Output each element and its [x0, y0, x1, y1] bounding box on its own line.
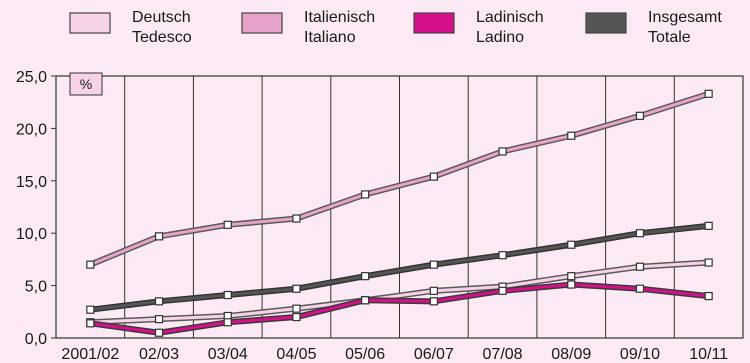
x-tick-label: 09/10 — [620, 346, 660, 363]
x-tick-label: 04/05 — [276, 346, 316, 363]
series-4-point — [223, 290, 232, 300]
series-2-point — [567, 131, 576, 140]
series-1-point — [154, 315, 164, 324]
series-3-line — [88, 283, 711, 335]
series-3-point — [154, 328, 164, 337]
series-3-point — [86, 319, 95, 328]
unit-label: % — [80, 76, 92, 92]
y-tick-label: 20,0 — [16, 121, 47, 138]
legend-label: Insgesamt — [648, 9, 722, 26]
series-2-point — [635, 111, 645, 120]
legend-label: Italienisch — [304, 9, 375, 26]
legend-swatch — [241, 12, 283, 34]
unit-label-background — [69, 72, 103, 96]
series-1-line — [88, 261, 711, 324]
series-4-point — [567, 240, 576, 249]
series-3-point — [429, 297, 438, 306]
legend-swatch — [413, 12, 455, 34]
unit-label-box: % — [69, 72, 103, 96]
legend-label: Ladinisch — [476, 9, 544, 26]
series-3-point — [567, 280, 576, 289]
series-3-point — [704, 291, 713, 301]
x-tick-label: 02/03 — [139, 346, 179, 363]
series-1-point — [567, 272, 576, 281]
series-4-point — [86, 305, 95, 314]
legend-label: Tedesco — [132, 29, 192, 46]
series-3-point — [223, 318, 232, 327]
series-2-point — [429, 172, 438, 181]
series-3-point — [635, 284, 645, 293]
series-2-point — [223, 220, 232, 229]
series-4-point — [361, 272, 370, 281]
y-tick-label: 25,0 — [16, 69, 47, 86]
series-3-point — [361, 296, 370, 305]
legend-label: Ladino — [476, 29, 524, 46]
series-2-point — [292, 214, 301, 223]
series-2-point — [361, 190, 370, 199]
x-tick-label: 05/06 — [345, 346, 385, 363]
series-2-line — [88, 92, 711, 267]
x-tick-label: 08/09 — [551, 346, 591, 363]
series-4-point — [498, 251, 507, 260]
series-1-point — [429, 286, 438, 295]
series-2-point — [498, 147, 507, 156]
x-tick-label: 07/08 — [483, 346, 523, 363]
series-4-point — [154, 297, 164, 306]
series-2-point — [704, 89, 713, 98]
x-tick-label: 03/04 — [208, 346, 248, 363]
y-tick-label: 15,0 — [16, 174, 47, 191]
series-4-line — [88, 224, 711, 312]
legend-label: Italiano — [304, 29, 356, 46]
series-3-point — [292, 312, 301, 322]
plot-frame — [55, 75, 744, 339]
series-4-point — [429, 260, 438, 269]
legend-swatch — [585, 12, 627, 34]
plot-area: 0,0 5,0 10,0 15,0 20,0 25,0 2001/02 02/03 03/04 0… — [16, 69, 744, 363]
y-tick-label: 0,0 — [25, 331, 47, 348]
y-tick-label: 5,0 — [25, 279, 47, 296]
legend-label: Totale — [648, 29, 691, 46]
series-4-point — [635, 229, 645, 238]
series-1-point — [635, 262, 645, 271]
series-3-point — [498, 286, 507, 295]
series-1-point — [704, 258, 713, 267]
series-4-point — [704, 221, 713, 230]
series-1-point — [292, 304, 301, 313]
x-tick-label: 06/07 — [414, 346, 454, 363]
series-2-point — [154, 232, 164, 241]
series-2-point — [86, 260, 95, 269]
legend: Deutsch Tedesco Italienisch Italiano Ladinis… — [69, 9, 722, 46]
x-tick-label: 2001/02 — [61, 346, 119, 363]
y-tick-label: 10,0 — [16, 226, 47, 243]
series-4-point — [292, 284, 301, 293]
x-tick-label: 10/11 — [689, 346, 728, 363]
legend-label: Deutsch — [132, 9, 191, 26]
legend-swatch — [69, 12, 111, 34]
